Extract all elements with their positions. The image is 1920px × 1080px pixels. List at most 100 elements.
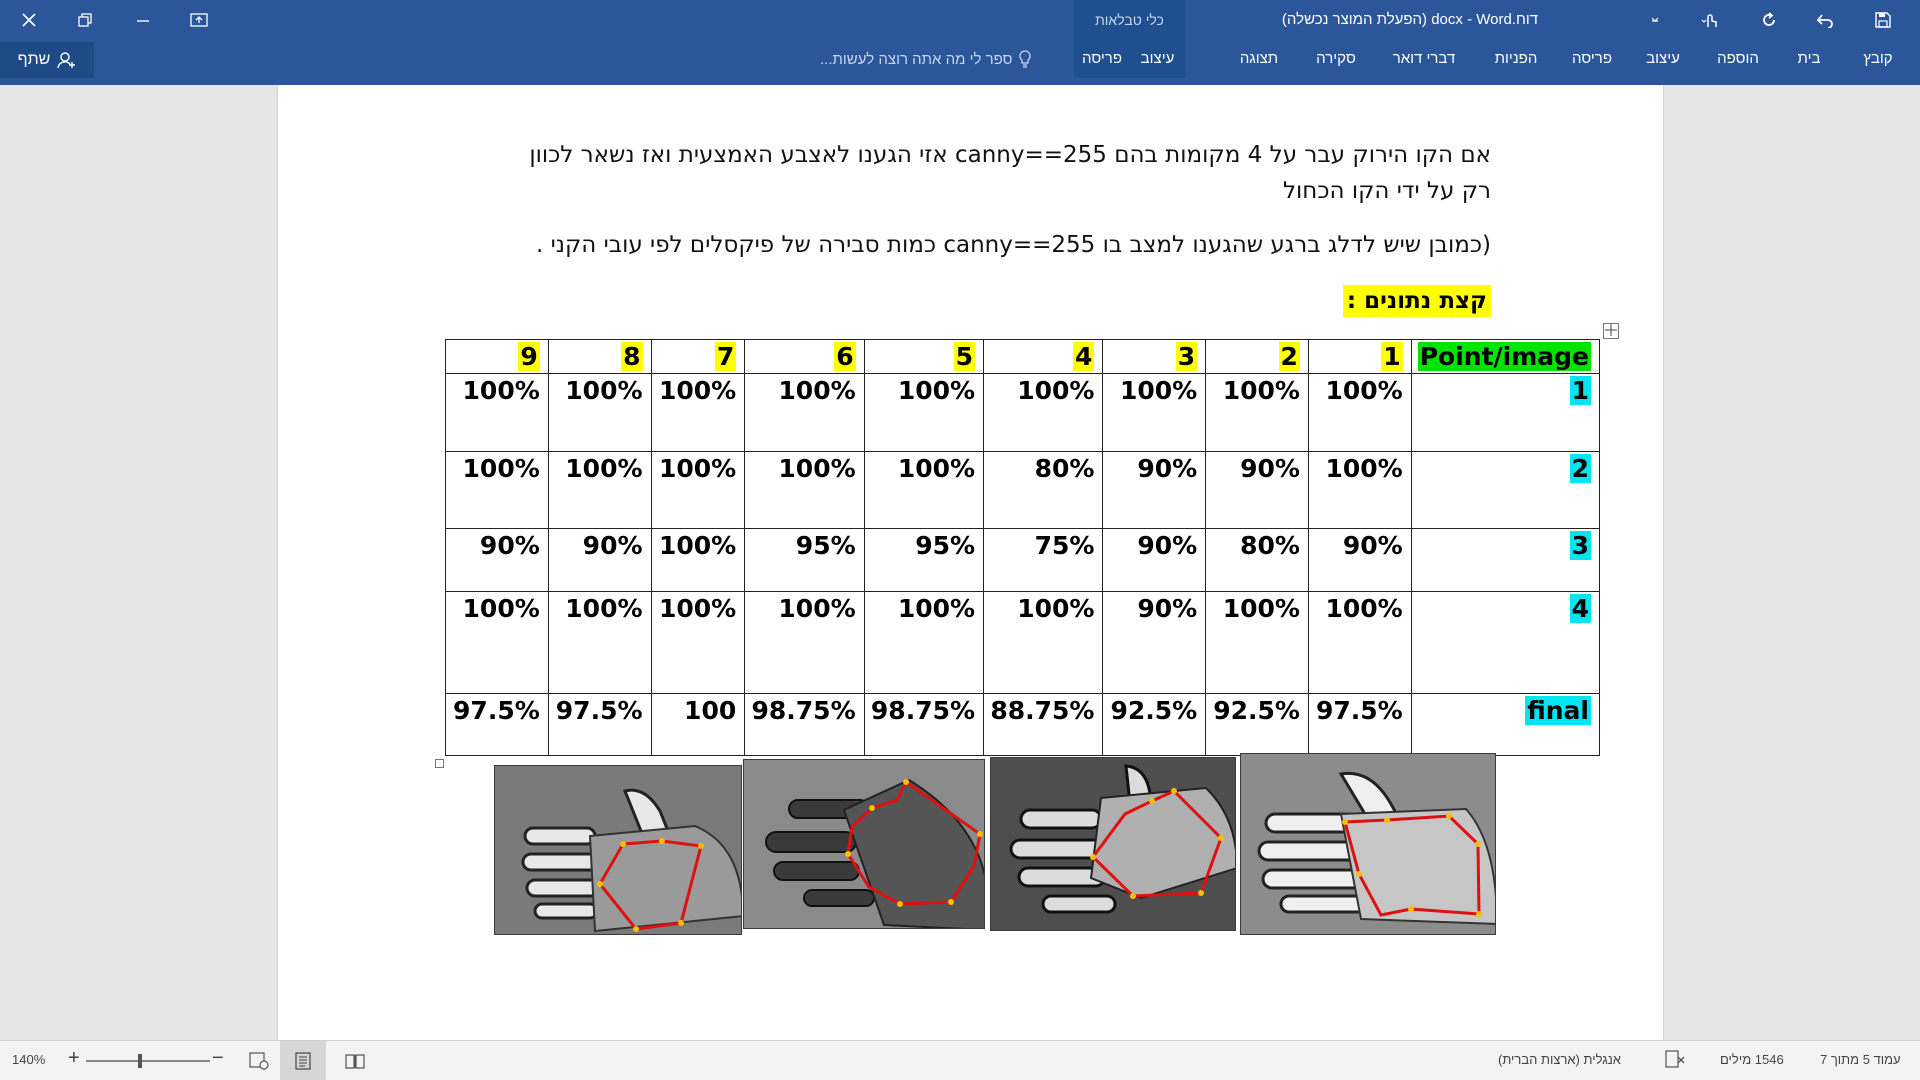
results-table[interactable]: Point/image 1 2 3 4 5 6 7 8 9 1 100% 100… [445, 339, 1601, 756]
tab-view[interactable]: תצוגה [1239, 50, 1279, 67]
table-cell[interactable]: 90% [445, 528, 549, 592]
table-cell[interactable]: 90% [1205, 451, 1309, 529]
save-button[interactable] [1860, 0, 1906, 40]
page-number[interactable]: עמוד 5 מתוך 7 [1820, 1052, 1901, 1067]
table-cell[interactable]: 100% [547, 451, 652, 529]
close-button[interactable] [6, 0, 52, 40]
ribbon-display-options-button[interactable] [176, 0, 222, 40]
share-button[interactable]: שתף [0, 42, 94, 78]
zoom-level[interactable]: 140% [12, 1052, 46, 1067]
row-header[interactable]: 2 [1410, 451, 1601, 529]
hand-image-2[interactable] [743, 759, 985, 929]
table-cell[interactable]: 95% [863, 528, 985, 592]
table-cell[interactable]: 90% [1307, 528, 1412, 592]
tab-insert[interactable]: הוספה [1717, 50, 1759, 67]
table-cell[interactable]: 100% [1307, 591, 1412, 694]
table-cell[interactable]: 100% [744, 591, 865, 694]
table-cell[interactable]: 100% [650, 451, 746, 529]
tab-home[interactable]: בית [1797, 50, 1821, 67]
table-cell[interactable]: 100% [863, 591, 985, 694]
table-cell[interactable]: 100% [650, 373, 746, 452]
table-cell[interactable]: 100% [650, 528, 746, 592]
tab-layout[interactable]: פריסה [1572, 50, 1612, 67]
restore-button[interactable] [62, 0, 108, 40]
tell-me-box[interactable]: ספר לי מה אתה רוצה לעשות... [820, 40, 1060, 78]
web-layout-button[interactable] [236, 1041, 282, 1080]
zoom-out-button[interactable]: − [212, 1047, 224, 1069]
table-cell[interactable]: 92.5% [1205, 693, 1309, 756]
table-cell[interactable]: 100% [445, 373, 549, 452]
tab-review[interactable]: סקירה [1316, 50, 1356, 67]
zoom-slider[interactable] [86, 1054, 210, 1068]
table-cell[interactable]: 95% [744, 528, 865, 592]
table-cell[interactable]: 100% [983, 373, 1104, 452]
customize-qat-button[interactable] [1632, 0, 1678, 40]
proofing-button[interactable] [1664, 1049, 1686, 1072]
document-page[interactable]: אם הקו הירוק עבר על 4 מקומות בהם canny==… [277, 85, 1664, 1040]
print-layout-button[interactable] [280, 1041, 326, 1080]
row-header[interactable]: 4 [1410, 591, 1601, 694]
table-cell[interactable]: 100% [1307, 451, 1412, 529]
column-header[interactable]: 7 [650, 339, 746, 374]
table-cell[interactable]: 100% [744, 451, 865, 529]
table-cell[interactable]: 100% [1205, 591, 1309, 694]
table-cell[interactable]: 100% [1205, 373, 1309, 452]
undo-button[interactable] [1802, 0, 1848, 40]
table-cell[interactable]: 100% [863, 451, 985, 529]
language-indicator[interactable]: אנגלית (ארצות הברית) [1498, 1052, 1621, 1067]
table-cell[interactable]: 92.5% [1102, 693, 1207, 756]
hand-image-4[interactable] [1240, 753, 1496, 935]
table-cell[interactable]: 100% [863, 373, 985, 452]
table-cell[interactable]: 100% [445, 451, 549, 529]
table-cell[interactable]: 97.5% [547, 693, 652, 756]
repeat-button[interactable] [1746, 0, 1792, 40]
data-heading[interactable]: קצת נתונים : [1342, 285, 1491, 317]
column-header[interactable]: 8 [547, 339, 652, 374]
table-cell[interactable]: 88.75% [983, 693, 1104, 756]
table-cell[interactable]: 100% [547, 591, 652, 694]
word-count[interactable]: 1546 מילים [1720, 1052, 1784, 1067]
zoom-in-button[interactable]: + [68, 1047, 80, 1069]
hand-image-3[interactable] [990, 757, 1236, 931]
row-header[interactable]: final [1410, 693, 1601, 756]
table-move-handle[interactable] [1603, 323, 1619, 339]
column-header[interactable]: 4 [983, 339, 1104, 374]
column-header[interactable]: 1 [1307, 339, 1412, 374]
row-header[interactable]: 1 [1410, 373, 1601, 452]
table-cell[interactable]: 80% [1205, 528, 1309, 592]
hand-image-1[interactable] [494, 765, 742, 935]
row-header[interactable]: 3 [1410, 528, 1601, 592]
column-header[interactable]: 5 [863, 339, 985, 374]
table-cell[interactable]: 80% [983, 451, 1104, 529]
read-mode-button[interactable] [332, 1041, 378, 1080]
column-header[interactable]: 6 [744, 339, 865, 374]
table-cell[interactable]: 100% [650, 591, 746, 694]
table-cell[interactable]: 97.5% [445, 693, 549, 756]
table-cell[interactable]: 75% [983, 528, 1104, 592]
table-cell[interactable]: 100% [547, 373, 652, 452]
table-cell[interactable]: 98.75% [744, 693, 865, 756]
table-cell[interactable]: 90% [1102, 591, 1207, 694]
paragraph-1[interactable]: אם הקו הירוק עבר על 4 מקומות בהם canny==… [471, 137, 1491, 209]
table-cell[interactable]: 100% [983, 591, 1104, 694]
table-cell[interactable]: 100 [650, 693, 746, 756]
table-cell[interactable]: 90% [1102, 528, 1207, 592]
zoom-slider-thumb[interactable] [138, 1054, 142, 1068]
column-header[interactable]: 9 [445, 339, 549, 374]
table-cell[interactable]: 90% [1102, 451, 1207, 529]
tab-table-design[interactable]: עיצוב [1130, 40, 1185, 78]
table-resize-handle[interactable] [435, 759, 444, 768]
tab-design[interactable]: עיצוב [1646, 50, 1680, 67]
paragraph-2[interactable]: (כמובן שיש לדלג ברגע שהגענו למצב בו cann… [536, 232, 1491, 258]
table-cell[interactable]: 100% [744, 373, 865, 452]
minimize-button[interactable] [120, 0, 166, 40]
table-cell[interactable]: 100% [1307, 373, 1412, 452]
table-cell[interactable]: 90% [547, 528, 652, 592]
column-header[interactable]: 2 [1205, 339, 1309, 374]
column-header[interactable]: 3 [1102, 339, 1207, 374]
table-cell[interactable]: 100% [1102, 373, 1207, 452]
table-cell[interactable]: 97.5% [1307, 693, 1412, 756]
tab-table-layout[interactable]: פריסה [1074, 40, 1130, 78]
touch-mode-button[interactable] [1688, 0, 1734, 40]
table-cell[interactable]: 100% [445, 591, 549, 694]
